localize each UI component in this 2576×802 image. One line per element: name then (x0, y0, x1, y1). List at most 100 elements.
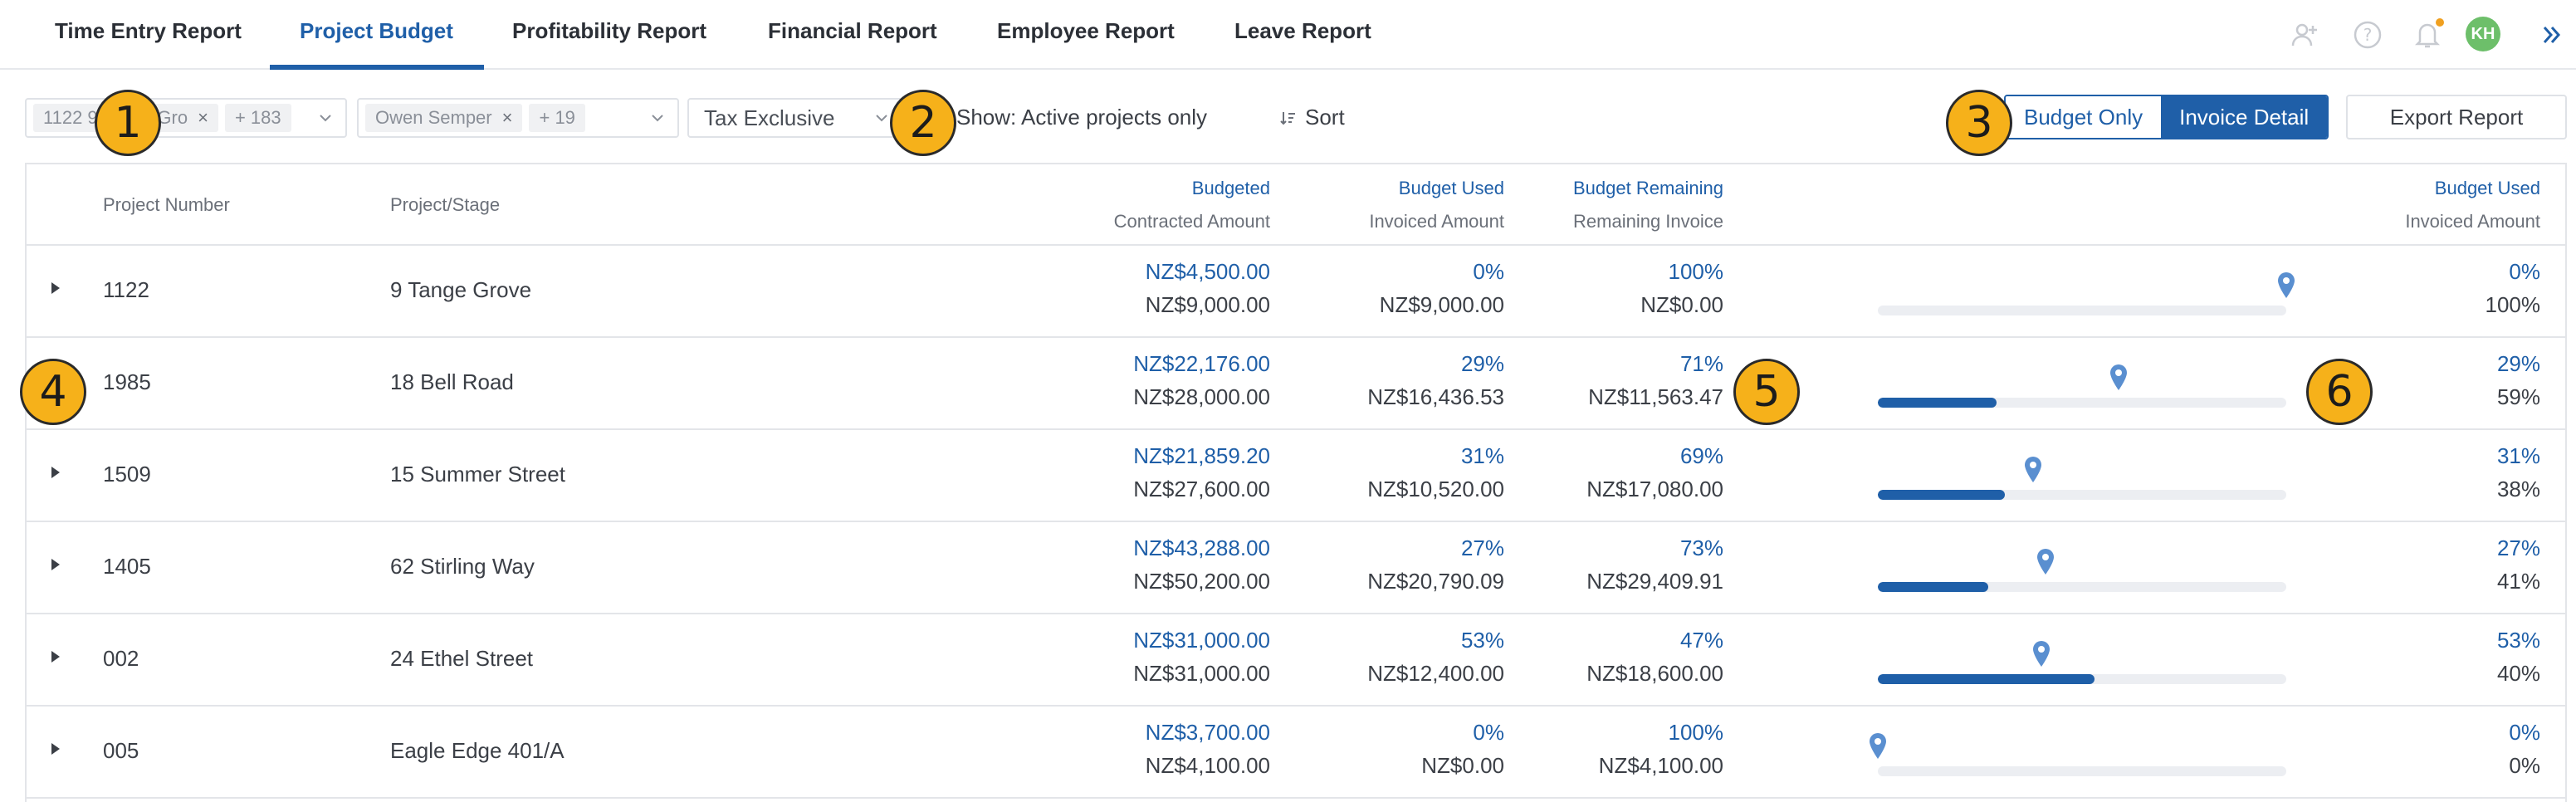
project-filter-more: + 183 (224, 104, 291, 132)
chart-budget-used-percent: 0% (2509, 720, 2540, 745)
invoiced-value: NZ$20,790.09 (1367, 569, 1504, 594)
expand-row-icon[interactable] (51, 282, 60, 294)
project-name[interactable]: 15 Summer Street (390, 462, 565, 487)
tab-financial-report[interactable]: Financial Report (768, 18, 937, 43)
header-project-number: Project Number (103, 194, 230, 215)
help-icon[interactable]: ? (2351, 18, 2384, 51)
view-toggle: Budget Only Invoice Detail (2004, 95, 2329, 139)
table-row[interactable]: 1405 62 Stirling Way NZ$43,288.00 NZ$50,200… (27, 522, 2565, 614)
budget-progress-fill (1878, 490, 2005, 500)
budget-progress-bar (1878, 582, 2286, 592)
chart-budget-used-percent: 53% (2496, 628, 2540, 653)
project-name[interactable]: 62 Stirling Way (390, 554, 535, 579)
budgeted-value: NZ$21,859.20 (1133, 443, 1270, 468)
tab-time-entry-report[interactable]: Time Entry Report (55, 18, 242, 43)
add-user-icon[interactable] (2288, 18, 2321, 51)
invoice-detail-button[interactable]: Invoice Detail (2161, 96, 2328, 138)
budget-remaining-percent: 71% (1679, 351, 1723, 376)
show-active-projects-toggle[interactable]: Show: Active projects only (956, 105, 1208, 130)
header-budget-remaining: Budget Remaining (1572, 178, 1723, 198)
invoiced-marker-icon (2110, 364, 2128, 390)
header-budgeted: Budgeted (1191, 178, 1270, 198)
project-filter[interactable]: 1122 9 Tange Gro × + 183 (25, 98, 347, 138)
header-invoiced-amount: Invoiced Amount (1369, 211, 1504, 232)
close-icon[interactable]: × (501, 107, 513, 128)
expand-row-icon[interactable] (51, 743, 60, 755)
remaining-invoice-value: NZ$0.00 (1640, 292, 1723, 317)
project-number: 005 (103, 738, 139, 763)
chevron-down-icon[interactable] (649, 110, 666, 126)
project-number: 002 (103, 646, 139, 671)
tab-profitability-report[interactable]: Profitability Report (512, 18, 707, 43)
bell-icon[interactable] (2411, 18, 2444, 51)
budget-used-percent: 53% (1460, 628, 1504, 653)
chevron-down-icon[interactable] (317, 110, 334, 126)
callout-badge-1: 1 (95, 90, 161, 156)
budget-progress-fill (1878, 582, 1988, 592)
table-row[interactable]: 1985 18 Bell Road NZ$22,176.00 NZ$28,000.00… (27, 338, 2565, 430)
tab-project-budget[interactable]: Project Budget (300, 18, 453, 43)
contracted-value: NZ$27,600.00 (1133, 477, 1270, 501)
avatar[interactable]: KH (2466, 17, 2500, 51)
employee-filter[interactable]: Owen Semper × + 19 (357, 98, 679, 138)
export-report-button[interactable]: Export Report (2346, 95, 2567, 139)
project-name[interactable]: 18 Bell Road (390, 369, 514, 394)
header-chart-budget-used: Budget Used (2434, 178, 2540, 198)
chart-invoiced-percent: 0% (2509, 753, 2540, 778)
close-icon[interactable]: × (198, 107, 208, 128)
callout-badge-6: 6 (2306, 359, 2373, 425)
chart-invoiced-percent: 38% (2496, 477, 2540, 501)
project-name[interactable]: 9 Tange Grove (390, 277, 532, 302)
employee-filter-chip[interactable]: Owen Semper × (365, 104, 523, 132)
project-name[interactable]: 24 Ethel Street (390, 646, 533, 671)
budget-used-percent: 0% (1473, 720, 1504, 745)
notification-dot (2436, 18, 2444, 27)
active-tab-indicator (270, 65, 484, 70)
callout-badge-3: 3 (1946, 90, 2012, 156)
table-row[interactable]: 002 24 Ethel Street NZ$31,000.00 NZ$31,000.… (27, 614, 2565, 707)
table-row[interactable]: 1509 15 Summer Street NZ$21,859.20 NZ$27,60… (27, 430, 2565, 522)
budgeted-value: NZ$43,288.00 (1133, 535, 1270, 560)
header-budget-used: Budget Used (1398, 178, 1504, 198)
invoiced-value: NZ$10,520.00 (1367, 477, 1504, 501)
header-project-stage: Project/Stage (390, 194, 501, 215)
invoiced-marker-icon (2032, 641, 2050, 667)
callout-badge-5: 5 (1733, 359, 1800, 425)
chevron-down-icon[interactable] (873, 110, 890, 126)
project-budget-table: Project Number Project/Stage Budgeted Co… (25, 163, 2567, 802)
project-name[interactable]: Eagle Edge 401/A (390, 738, 565, 763)
table-row[interactable]: 005 Eagle Edge 401/A NZ$3,700.00 NZ$4,100.0… (27, 707, 2565, 799)
budget-remaining-percent: 100% (1668, 259, 1724, 284)
svg-text:?: ? (2363, 25, 2373, 45)
budgeted-value: NZ$4,500.00 (1145, 259, 1270, 284)
budget-progress-bar (1878, 766, 2286, 776)
table-row[interactable]: 1122 9 Tange Grove NZ$4,500.00 NZ$9,000.00 0… (27, 246, 2565, 338)
chart-invoiced-percent: 100% (2485, 292, 2541, 317)
sort-icon (1280, 111, 1295, 125)
remaining-invoice-value: NZ$29,409.91 (1586, 569, 1723, 594)
callout-badge-4: 4 (20, 359, 86, 425)
project-number: 1985 (103, 369, 151, 394)
tab-employee-report[interactable]: Employee Report (997, 18, 1175, 43)
invoiced-marker-icon (2036, 549, 2054, 575)
tax-select[interactable]: Tax Exclusive (687, 98, 903, 138)
invoiced-value: NZ$16,436.53 (1367, 384, 1504, 409)
project-number: 1509 (103, 462, 151, 487)
budget-progress-bar (1878, 674, 2286, 684)
expand-row-icon[interactable] (51, 467, 60, 478)
expand-row-icon[interactable] (51, 559, 60, 570)
sort-button[interactable]: Sort (1280, 105, 1345, 130)
budget-remaining-percent: 69% (1679, 443, 1723, 468)
chart-budget-used-percent: 31% (2496, 443, 2540, 468)
budget-only-button[interactable]: Budget Only (2006, 96, 2162, 138)
remaining-invoice-value: NZ$4,100.00 (1598, 753, 1723, 778)
budget-progress-fill (1878, 674, 2095, 684)
budgeted-value: NZ$31,000.00 (1133, 628, 1270, 653)
remaining-invoice-value: NZ$11,563.47 (1588, 384, 1723, 409)
contracted-value: NZ$28,000.00 (1133, 384, 1270, 409)
budget-used-percent: 27% (1460, 535, 1504, 560)
expand-row-icon[interactable] (51, 651, 60, 663)
double-chevron-right-icon[interactable] (2535, 18, 2569, 51)
tab-leave-report[interactable]: Leave Report (1234, 18, 1371, 43)
budget-used-percent: 29% (1460, 351, 1504, 376)
